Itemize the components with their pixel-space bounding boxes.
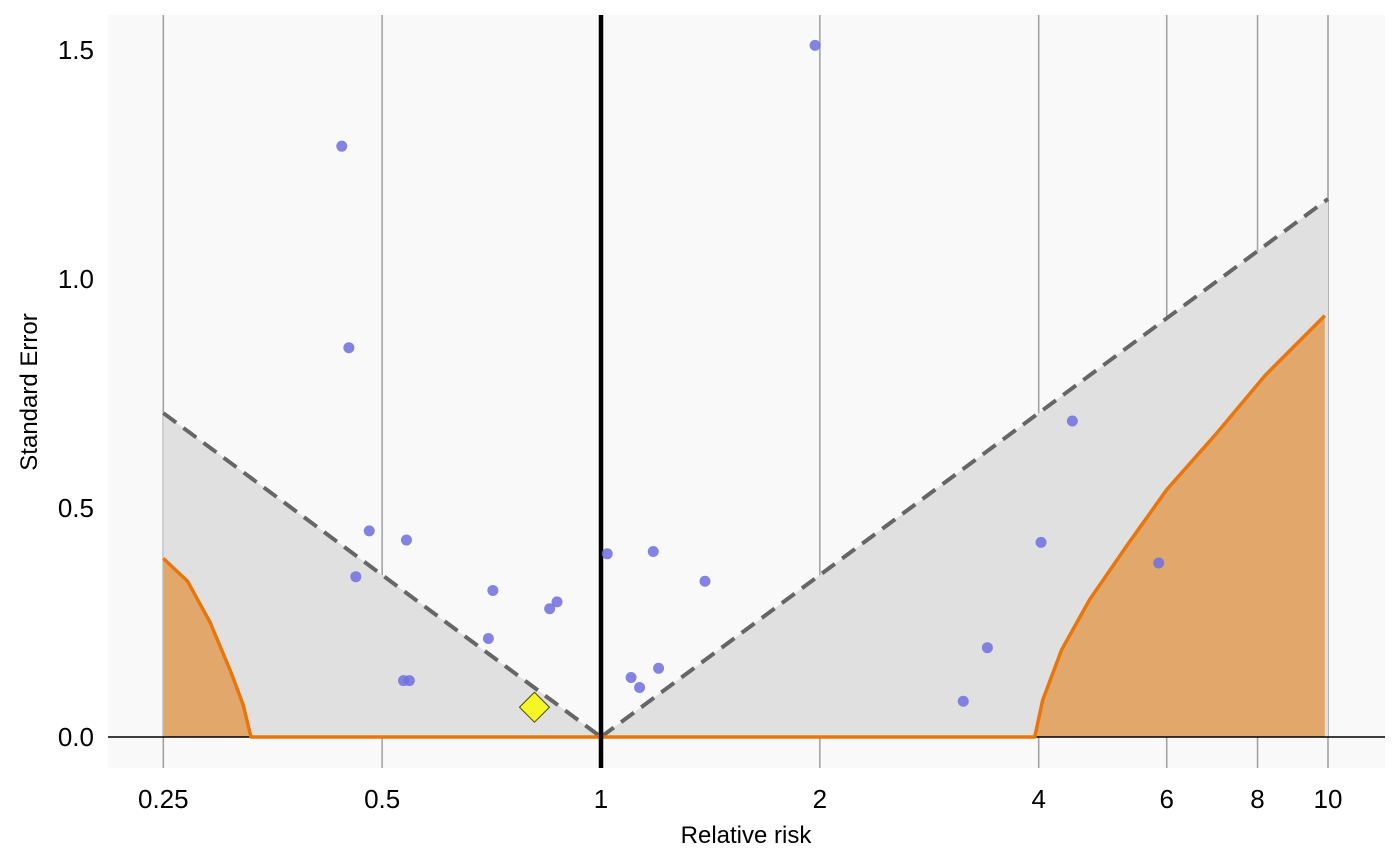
study-point-13 xyxy=(647,546,659,558)
y-tick-label-1.0: 1.0 xyxy=(58,264,94,294)
x-axis-ticks: 0.25 0.5 1 2 4 6 8 10 xyxy=(138,784,1342,814)
study-point-21 xyxy=(1035,536,1047,548)
study-point-11 xyxy=(551,596,563,608)
significance-contour xyxy=(162,314,1327,739)
significance-region xyxy=(163,315,1325,737)
study-point-19 xyxy=(957,695,969,707)
study-point-20 xyxy=(981,642,993,654)
y-axis-ticks: 0.0 0.5 1.0 1.5 xyxy=(58,35,94,752)
funnel-region xyxy=(162,197,1330,739)
study-point-2 xyxy=(343,342,355,354)
study-point-9 xyxy=(482,633,494,645)
x-tick-label-10: 10 xyxy=(1314,784,1343,814)
study-point-8 xyxy=(487,584,499,596)
study-point-12 xyxy=(601,548,613,560)
x-tick-label-8: 8 xyxy=(1250,784,1264,814)
significance-contour-line xyxy=(162,314,1327,739)
study-point-1 xyxy=(336,140,348,152)
x-tick-label-0.5: 0.5 xyxy=(364,784,400,814)
study-point-23 xyxy=(1153,557,1165,569)
x-tick-label-4: 4 xyxy=(1031,784,1045,814)
study-point-7 xyxy=(403,675,415,687)
study-point-10 xyxy=(544,603,556,615)
study-point-22 xyxy=(1066,415,1078,427)
summary-estimate xyxy=(518,691,551,723)
y-tick-label-1.5: 1.5 xyxy=(58,35,94,65)
study-point-4 xyxy=(350,571,362,583)
y-axis-title: Standard Error xyxy=(16,313,43,470)
study-point-14 xyxy=(699,575,711,587)
summary-diamond xyxy=(518,691,551,723)
significance-fill-right xyxy=(1034,315,1325,737)
funnel-fill xyxy=(163,198,1329,737)
study-points xyxy=(336,39,1165,707)
x-tick-label-6: 6 xyxy=(1159,784,1173,814)
study-point-18 xyxy=(809,39,821,51)
significance-fill-left xyxy=(163,558,251,737)
study-point-5 xyxy=(400,534,412,546)
study-point-3 xyxy=(363,525,375,537)
x-tick-label-2: 2 xyxy=(813,784,827,814)
funnel-limit-left xyxy=(162,411,603,739)
y-tick-label-0.0: 0.0 xyxy=(58,722,94,752)
study-point-17 xyxy=(653,662,665,674)
study-point-16 xyxy=(634,682,646,694)
funnel-limit-right xyxy=(599,197,1330,739)
study-point-15 xyxy=(625,671,637,683)
y-tick-label-0.5: 0.5 xyxy=(58,493,94,523)
x-tick-label-1: 1 xyxy=(594,784,608,814)
x-tick-label-0.25: 0.25 xyxy=(138,784,189,814)
x-axis-title: Relative risk xyxy=(681,822,813,849)
